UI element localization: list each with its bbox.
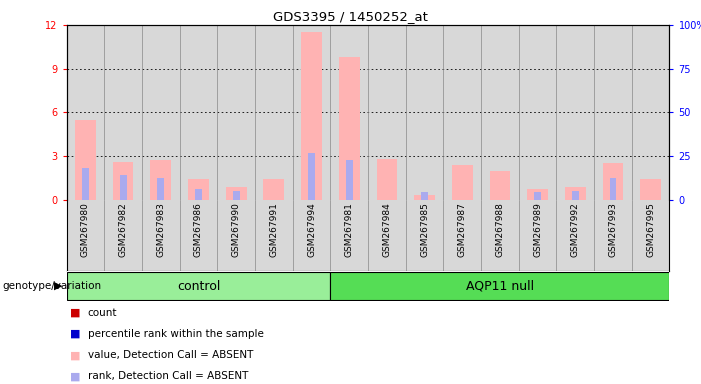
Text: percentile rank within the sample: percentile rank within the sample [88,329,264,339]
Text: control: control [177,280,220,293]
Text: GSM267992: GSM267992 [571,202,580,257]
Bar [264,179,284,200]
Text: GSM267988: GSM267988 [496,202,505,257]
Text: GSM267986: GSM267986 [194,202,203,257]
Text: GSM267991: GSM267991 [269,202,278,257]
Bar [158,178,164,200]
Text: rank, Detection Call = ABSENT: rank, Detection Call = ABSENT [88,371,248,381]
Text: ■: ■ [70,329,81,339]
Bar [308,153,315,200]
Bar [610,178,616,200]
Text: genotype/variation: genotype/variation [2,281,101,291]
Bar [346,161,353,200]
Bar [301,32,322,200]
Text: ■: ■ [70,350,81,360]
Bar [330,272,669,300]
Bar [527,189,548,200]
Bar [603,163,623,200]
Bar [376,159,397,200]
Text: ▶: ▶ [54,281,62,291]
Bar [421,192,428,200]
Text: GSM267982: GSM267982 [118,202,128,257]
Bar [113,162,133,200]
Bar [75,119,96,200]
Text: GSM267989: GSM267989 [533,202,542,257]
Bar [226,187,247,200]
Text: ■: ■ [70,371,81,381]
Bar [414,195,435,200]
Bar [151,161,171,200]
Bar [233,191,240,200]
Bar [339,57,360,200]
Text: GSM267980: GSM267980 [81,202,90,257]
Bar [452,165,472,200]
Bar [640,179,661,200]
Text: count: count [88,308,117,318]
Text: GSM267995: GSM267995 [646,202,655,257]
Text: GSM267990: GSM267990 [231,202,240,257]
Text: GSM267981: GSM267981 [345,202,354,257]
Bar [565,187,585,200]
Bar [572,191,578,200]
Bar [120,175,126,200]
Text: GSM267985: GSM267985 [420,202,429,257]
Bar [82,168,89,200]
Bar [534,192,541,200]
Text: GSM267984: GSM267984 [382,202,391,257]
Text: GSM267993: GSM267993 [608,202,618,257]
Text: GDS3395 / 1450252_at: GDS3395 / 1450252_at [273,10,428,23]
Text: value, Detection Call = ABSENT: value, Detection Call = ABSENT [88,350,253,360]
Bar [489,170,510,200]
Text: AQP11 null: AQP11 null [466,280,534,293]
Text: GSM267994: GSM267994 [307,202,316,257]
Bar [188,179,209,200]
Text: GSM267987: GSM267987 [458,202,467,257]
Text: GSM267983: GSM267983 [156,202,165,257]
Bar [195,189,202,200]
Bar [67,272,330,300]
Text: ■: ■ [70,308,81,318]
